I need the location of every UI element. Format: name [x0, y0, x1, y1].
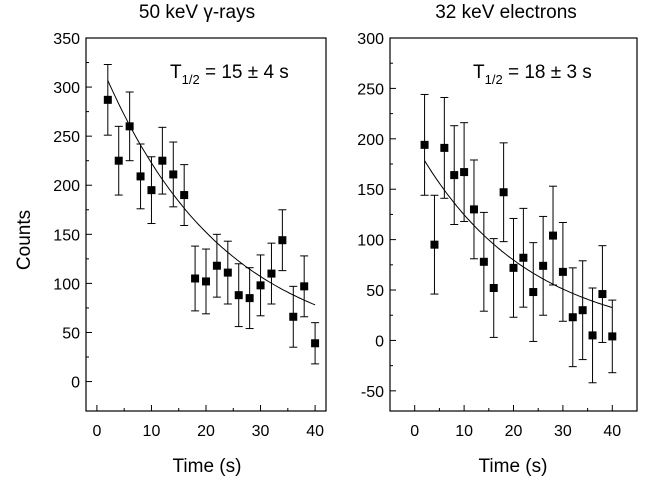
data-point: [509, 263, 518, 272]
data-point: [578, 306, 587, 315]
x-tick-label: 20: [505, 423, 523, 440]
data-point: [460, 168, 469, 177]
data-point: [558, 267, 567, 276]
data-point: [568, 313, 577, 322]
data-point: [489, 284, 498, 293]
axis-ticks-right: 0 10 20 30 40 -50 0 50 100 150 200 250 300: [357, 31, 621, 440]
x-tick-label: 20: [197, 423, 215, 440]
data-point: [234, 291, 243, 300]
halflife-value-left: = 15 ± 4 s: [200, 62, 289, 83]
data-point: [212, 261, 221, 270]
halflife-value-right: = 18 ± 3 s: [503, 62, 592, 83]
y-tick-label: 100: [357, 233, 384, 250]
data-point: [519, 253, 528, 262]
y-tick-label: 0: [375, 333, 384, 350]
data-point: [529, 288, 538, 297]
x-tick-label: 10: [455, 423, 473, 440]
halflife-subscript-left: 1/2: [182, 72, 200, 87]
fit-curve-left: [107, 80, 316, 306]
halflife-annotation-right: T1/2 = 18 ± 3 s: [473, 62, 592, 87]
data-point: [588, 331, 597, 340]
y-tick-label: 50: [62, 325, 80, 342]
y-tick-label: 250: [53, 129, 80, 146]
data-point: [191, 274, 200, 283]
x-tick-label: 30: [554, 423, 572, 440]
data-point: [245, 294, 254, 303]
x-axis-label-right: Time (s): [479, 456, 548, 477]
x-tick-label: 10: [143, 423, 161, 440]
x-tick-label: 30: [252, 423, 270, 440]
data-point: [158, 156, 167, 165]
y-tick-label: 200: [357, 132, 384, 149]
data-point: [311, 339, 320, 348]
x-tick-label: 40: [306, 423, 324, 440]
data-point: [278, 236, 287, 245]
data-point: [223, 268, 232, 277]
y-tick-label: 50: [366, 283, 384, 300]
data-point: [440, 143, 449, 152]
halflife-annotation-left: T1/2 = 15 ± 4 s: [170, 62, 289, 87]
data-point: [549, 231, 558, 240]
data-point: [469, 205, 478, 214]
y-tick-label: 150: [53, 227, 80, 244]
data-point: [289, 312, 298, 321]
chart-title-left: 50 keV γ-rays: [139, 2, 255, 23]
chart-panel-left: 50 keV γ-rays 0 10 20 30 40 0 50 100 150 200 250 30…: [53, 2, 327, 477]
data-point: [136, 172, 145, 181]
x-tick-label: 0: [410, 423, 419, 440]
data-point: [180, 191, 189, 200]
data-point: [450, 171, 459, 180]
y-tick-label: 250: [357, 81, 384, 98]
y-tick-label: 100: [53, 276, 80, 293]
y-tick-label: 150: [357, 182, 384, 199]
data-point: [499, 188, 508, 197]
data-point: [267, 269, 276, 278]
x-axis-label-left: Time (s): [173, 456, 242, 477]
data-points-right: [420, 93, 617, 384]
halflife-subscript-right: 1/2: [485, 72, 503, 87]
y-tick-label: 350: [53, 31, 80, 48]
data-point: [420, 140, 429, 149]
data-point: [202, 277, 210, 286]
chart-title-right: 32 keV electrons: [435, 2, 577, 23]
y-tick-label: 300: [53, 80, 80, 97]
chart-panel-right: 32 keV electrons 0 10 20 30 40 -50 0 50 100 150 20…: [357, 2, 638, 477]
data-point: [608, 332, 617, 341]
data-points-left: [103, 64, 320, 365]
y-tick-label: 300: [357, 31, 384, 48]
x-tick-label: 0: [92, 423, 101, 440]
data-point: [539, 261, 548, 270]
data-point: [169, 170, 178, 179]
plot-frame-left: [85, 37, 327, 412]
fit-curve-right: [424, 160, 613, 309]
y-tick-label: 200: [53, 178, 80, 195]
data-point: [147, 186, 156, 195]
data-point: [114, 156, 123, 165]
data-point: [103, 95, 112, 104]
shared-y-axis-label: Counts: [14, 210, 35, 270]
data-point: [300, 282, 309, 291]
axis-ticks-left: 0 10 20 30 40 0 50 100 150 200 250 300 350: [53, 31, 324, 440]
y-tick-label: -50: [361, 384, 384, 401]
data-point: [256, 281, 265, 290]
data-point: [430, 240, 439, 249]
x-tick-label: 40: [603, 423, 621, 440]
data-point: [125, 122, 134, 131]
y-tick-label: 0: [71, 375, 80, 392]
data-point: [598, 290, 607, 299]
data-point: [479, 257, 488, 266]
